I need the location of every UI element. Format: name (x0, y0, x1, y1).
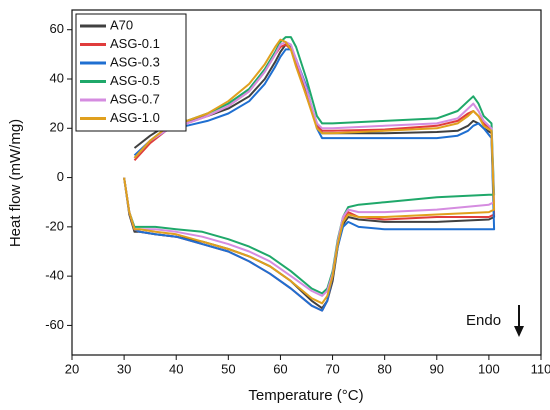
series-line (123, 36, 496, 295)
x-tick-label: 40 (169, 361, 183, 376)
y-tick-label: -60 (45, 317, 64, 332)
x-tick-label: 60 (273, 361, 287, 376)
x-tick-label: 50 (221, 361, 235, 376)
legend-label: ASG-0.7 (110, 91, 160, 106)
x-axis-label: Temperature (°C) (248, 387, 363, 404)
series-line (123, 48, 496, 312)
series-line (123, 41, 496, 297)
x-tick-label: 30 (117, 361, 131, 376)
x-tick-label: 20 (65, 361, 79, 376)
y-axis-label: Heat flow (mW/mg) (7, 119, 24, 247)
legend-label: A70 (110, 17, 133, 32)
y-tick-label: 0 (57, 169, 64, 184)
legend-label: ASG-1.0 (110, 110, 160, 125)
x-tick-label: 70 (325, 361, 339, 376)
x-tick-label: 80 (377, 361, 391, 376)
y-tick-label: -20 (45, 218, 64, 233)
y-tick-label: 40 (50, 70, 64, 85)
x-tick-label: 100 (478, 361, 500, 376)
annotation: Endo (466, 312, 501, 329)
y-tick-label: 20 (50, 120, 64, 135)
series-line (123, 38, 496, 305)
y-tick-label: 60 (50, 21, 64, 36)
x-tick-label: 110 (531, 361, 550, 376)
endo-arrow-head (514, 326, 524, 337)
legend-label: ASG-0.3 (110, 54, 160, 69)
legend-box (75, 13, 187, 132)
x-tick-label: 90 (430, 361, 444, 376)
y-tick-label: -40 (45, 268, 64, 283)
legend-label: ASG-0.5 (110, 73, 160, 88)
plot-frame (71, 9, 542, 356)
legend-label: ASG-0.1 (110, 36, 160, 51)
